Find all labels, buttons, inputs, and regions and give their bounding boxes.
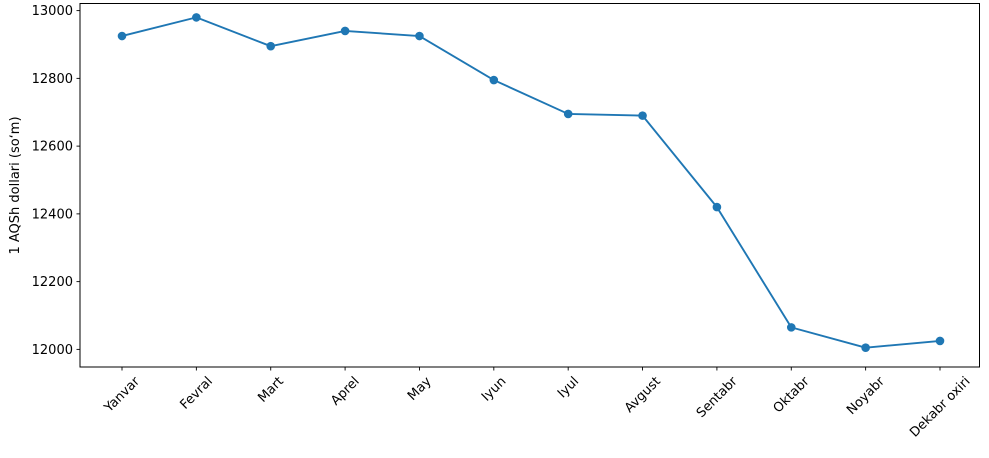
data-point — [192, 13, 201, 22]
data-point — [861, 343, 870, 352]
x-tick-label: Sentabr — [694, 374, 741, 421]
y-tick-label: 12600 — [32, 140, 73, 155]
x-tick-label: Iyul — [555, 374, 582, 401]
y-axis-label: 1 AQSh dollari (soʻm) — [8, 116, 23, 254]
x-tick-label: Noyabr — [844, 374, 888, 418]
data-point — [340, 26, 350, 36]
data-line — [121, 16, 941, 349]
x-tick-label: Yanvar — [101, 374, 143, 416]
x-tick-label: Oktabr — [771, 374, 813, 416]
data-point — [415, 31, 424, 41]
plot-border — [79, 3, 980, 368]
data-point — [563, 109, 573, 119]
x-tick-label: May — [405, 374, 435, 404]
data-point — [489, 75, 499, 85]
data-point — [117, 31, 127, 41]
y-tick-label: 13000 — [32, 4, 73, 19]
y-tick-label: 12000 — [32, 343, 73, 358]
x-tick-label: Avgust — [622, 374, 664, 416]
data-point — [935, 336, 945, 346]
data-point — [786, 323, 796, 332]
y-tick-label: 12800 — [32, 72, 73, 87]
y-tick-label: 12400 — [32, 207, 73, 222]
data-point — [638, 111, 647, 120]
plot-area: 12000 12200 12400 12600 12800 13000 Yanvar Fevr… — [32, 3, 980, 440]
y-tick-label: 12200 — [32, 275, 73, 290]
x-tick-label: Dekabr oxiri — [907, 374, 973, 440]
x-tick-label: Fevral — [177, 374, 215, 412]
x-tick-label: Iyun — [479, 374, 509, 404]
data-point — [266, 41, 276, 51]
x-tick-label: Aprel — [328, 374, 363, 409]
data-point — [712, 202, 722, 212]
x-tick-label: Mart — [255, 374, 287, 406]
